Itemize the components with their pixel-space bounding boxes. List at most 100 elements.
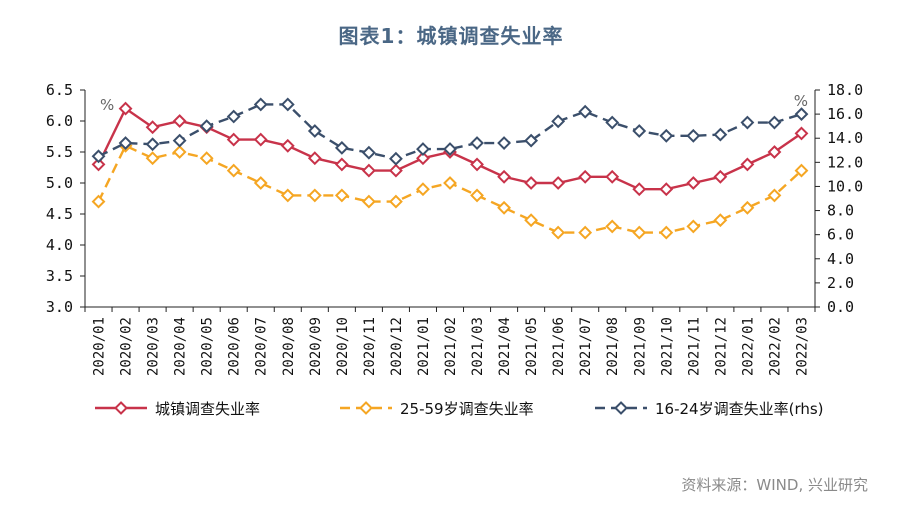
data-point [226, 109, 241, 124]
series-line [97, 103, 802, 160]
data-point [145, 151, 160, 166]
right-tick-label: 6.0 [827, 226, 854, 244]
x-tick-label: 2021/02 [443, 317, 459, 376]
data-point [443, 142, 457, 156]
legend-marker [359, 401, 373, 415]
data-point [740, 200, 755, 215]
x-tick-label: 2021/12 [713, 317, 729, 376]
data-point [389, 163, 403, 178]
data-point [416, 151, 430, 166]
series-layer [91, 97, 809, 240]
left-tick-label: 5.5 [46, 143, 73, 161]
right-unit-label: % [794, 92, 808, 110]
right-tick-label: 0.0 [827, 298, 854, 316]
x-tick-label: 2022/01 [740, 317, 756, 376]
data-point [253, 97, 268, 112]
data-point [91, 149, 106, 164]
data-point [605, 115, 620, 130]
legend-label: 城镇调查失业率 [155, 400, 260, 418]
data-point [416, 142, 430, 156]
x-tick-label: 2021/03 [470, 317, 486, 376]
data-point [713, 127, 728, 142]
x-tick-label: 2020/09 [308, 317, 324, 376]
data-point [334, 157, 349, 172]
data-point [145, 137, 160, 152]
data-point [740, 115, 755, 130]
x-tick-label: 2021/01 [416, 317, 432, 376]
x-tick-label: 2021/04 [497, 317, 513, 376]
series-3 [91, 97, 809, 166]
data-point [497, 136, 511, 150]
data-point [713, 169, 728, 184]
data-point [172, 114, 187, 128]
series-1 [91, 101, 809, 197]
series-2 [91, 138, 809, 240]
legend-item-3: 16-24岁调查失业率(rhs) [595, 400, 824, 418]
data-point [118, 136, 133, 150]
data-point [551, 114, 566, 129]
data-point [226, 132, 241, 147]
legend-item-1: 城镇调查失业率 [95, 400, 260, 418]
data-point [686, 176, 701, 190]
data-point [605, 169, 620, 184]
left-tick-label: 5.0 [46, 174, 73, 192]
right-tick-label: 4.0 [827, 250, 854, 268]
x-tick-label: 2020/05 [200, 317, 216, 376]
data-point [91, 157, 106, 172]
left-tick-label: 3.5 [46, 267, 73, 285]
x-tick-label: 2020/11 [362, 317, 378, 376]
x-tick-label: 2021/09 [632, 317, 648, 376]
data-point [524, 133, 539, 148]
right-tick-label: 8.0 [827, 202, 854, 220]
x-tick-label: 2020/01 [92, 317, 108, 376]
data-point [659, 182, 674, 197]
data-point [280, 97, 295, 112]
x-tick-label: 2021/06 [551, 317, 567, 376]
data-point [524, 176, 539, 190]
data-point [794, 126, 809, 141]
data-point [172, 133, 187, 148]
data-point [578, 225, 593, 240]
data-point [280, 138, 295, 153]
data-point [794, 107, 809, 122]
data-point [389, 151, 403, 166]
left-tick-label: 6.5 [46, 81, 73, 99]
legend-item-2: 25-59岁调查失业率 [340, 400, 534, 418]
data-point [794, 163, 809, 178]
x-tick-label: 2022/02 [767, 317, 783, 376]
data-point [740, 157, 755, 172]
right-tick-label: 14.0 [827, 129, 863, 147]
chart-title: 图表1：城镇调查失业率 [338, 24, 564, 48]
data-point [443, 176, 457, 190]
data-point [470, 157, 484, 172]
legend-marker [614, 401, 628, 415]
x-tick-label: 2021/08 [605, 317, 621, 376]
data-point [632, 182, 647, 197]
legend-label: 16-24岁调查失业率(rhs) [655, 400, 824, 418]
data-point [253, 176, 268, 190]
legend-label: 25-59岁调查失业率 [400, 400, 534, 418]
data-point [307, 188, 322, 203]
legend-marker [114, 401, 128, 415]
legend: 城镇调查失业率 25-59岁调查失业率 16-24岁调查失业率(rhs) [95, 400, 824, 418]
x-tick-label: 2021/11 [686, 317, 702, 376]
right-tick-label: 10.0 [827, 177, 863, 195]
data-point [578, 104, 593, 119]
left-tick-label: 3.0 [46, 298, 73, 316]
data-point [361, 163, 376, 178]
right-tick-label: 2.0 [827, 274, 854, 292]
data-point [551, 225, 566, 240]
data-point [767, 115, 782, 130]
data-point [632, 225, 647, 240]
data-point [686, 128, 701, 143]
data-point [389, 194, 403, 209]
data-point [280, 188, 295, 203]
data-point [632, 124, 647, 138]
data-point [605, 219, 620, 234]
data-point [524, 213, 539, 228]
data-point [118, 101, 133, 116]
x-tick-label: 2022/03 [794, 317, 810, 376]
right-tick-label: 18.0 [827, 81, 863, 99]
data-point [416, 182, 430, 197]
